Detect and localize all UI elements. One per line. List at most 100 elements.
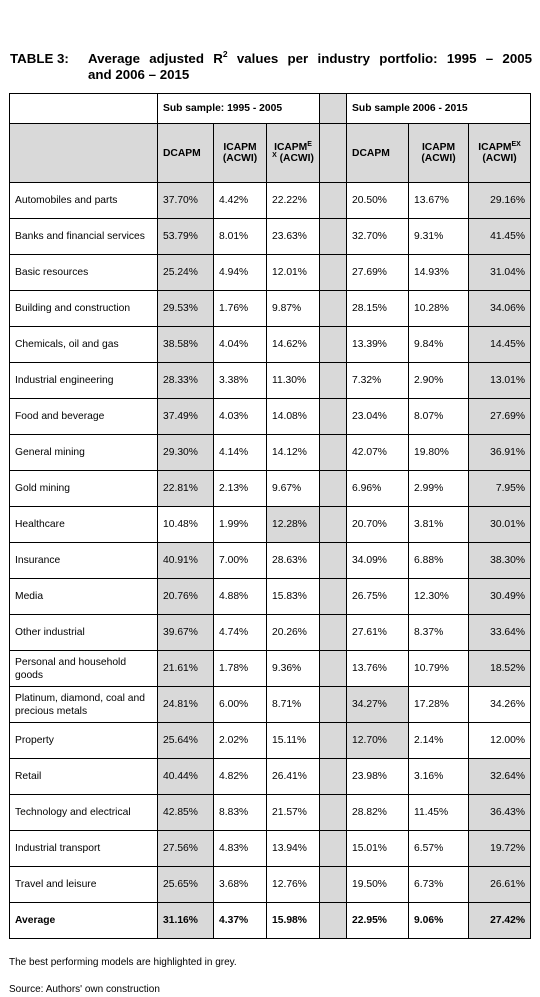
value-cell: 27.42% bbox=[468, 902, 532, 939]
value-cell: 26.75% bbox=[346, 578, 410, 615]
industry-name: Property bbox=[9, 722, 158, 759]
value-cell: 25.64% bbox=[157, 722, 214, 759]
title-line-1: Average adjusted R2 values per industry … bbox=[88, 48, 533, 66]
value-cell: 31.16% bbox=[157, 902, 214, 939]
value-cell: 20.26% bbox=[265, 614, 321, 651]
results-table: Sub sample: 1995 - 2005 Sub sample 2006 … bbox=[9, 93, 532, 939]
gap-column bbox=[319, 470, 348, 507]
source-note: Source: Authors' own construction bbox=[9, 984, 160, 995]
value-cell: 37.49% bbox=[157, 398, 214, 435]
value-cell: 30.49% bbox=[468, 578, 532, 615]
group-header-1995-2005: Sub sample: 1995 - 2005 bbox=[156, 93, 321, 124]
value-cell: 28.63% bbox=[265, 542, 321, 579]
value-cell: 14.08% bbox=[265, 398, 321, 435]
gap-column bbox=[319, 650, 348, 687]
value-cell: 4.88% bbox=[213, 578, 267, 615]
value-cell: 25.65% bbox=[157, 866, 214, 903]
value-cell: 19.72% bbox=[468, 830, 532, 867]
value-cell: 28.15% bbox=[346, 290, 410, 327]
value-cell: 13.76% bbox=[346, 650, 410, 687]
value-cell: 12.28% bbox=[265, 506, 321, 543]
value-cell: 7.00% bbox=[213, 542, 267, 579]
value-cell: 2.14% bbox=[408, 722, 470, 759]
value-cell: 53.79% bbox=[157, 218, 214, 255]
value-cell: 12.30% bbox=[408, 578, 470, 615]
col2-header-icapm: ICAPM (ACWI) bbox=[408, 123, 470, 183]
table-row: General mining 29.30% 4.14% 14.12% 42.07% 19.… bbox=[9, 434, 532, 471]
value-cell: 31.04% bbox=[468, 254, 532, 291]
gap-column bbox=[319, 830, 348, 867]
value-cell: 42.85% bbox=[157, 794, 214, 831]
value-cell: 37.70% bbox=[157, 182, 214, 219]
value-cell: 33.64% bbox=[468, 614, 532, 651]
value-cell: 21.61% bbox=[157, 650, 214, 687]
value-cell: 40.91% bbox=[157, 542, 214, 579]
col-header-icapm: ICAPM (ACWI) bbox=[213, 123, 267, 183]
col-header-icapmex: ICAPME X (ACWI) bbox=[265, 123, 321, 183]
value-cell: 38.30% bbox=[468, 542, 532, 579]
value-cell: 12.76% bbox=[265, 866, 321, 903]
value-cell: 20.50% bbox=[346, 182, 410, 219]
gap-column bbox=[319, 93, 348, 124]
gap-column bbox=[319, 866, 348, 903]
value-cell: 9.84% bbox=[408, 326, 470, 363]
value-cell: 7.32% bbox=[346, 362, 410, 399]
gap-column bbox=[319, 398, 348, 435]
value-cell: 21.57% bbox=[265, 794, 321, 831]
table-row: Media 20.76% 4.88% 15.83% 26.75% 12.30% 30.49% bbox=[9, 578, 532, 615]
industry-name: Media bbox=[9, 578, 158, 615]
industry-name: Average bbox=[9, 902, 158, 939]
table-row: Basic resources 25.24% 4.94% 12.01% 27.69% 14… bbox=[9, 254, 532, 291]
industry-name: Platinum, diamond, coal and precious met… bbox=[9, 686, 158, 723]
gap-column bbox=[319, 578, 348, 615]
gap-column bbox=[319, 290, 348, 327]
value-cell: 10.79% bbox=[408, 650, 470, 687]
group-header-2006-2015: Sub sample 2006 - 2015 bbox=[346, 93, 532, 124]
industry-name: Personal and household goods bbox=[9, 650, 158, 687]
table-row: Gold mining 22.81% 2.13% 9.67% 6.96% 2.99% 7.9… bbox=[9, 470, 532, 507]
table-row: Platinum, diamond, coal and precious met… bbox=[9, 686, 532, 723]
table-row: Property 25.64% 2.02% 15.11% 12.70% 2.14% 12.0… bbox=[9, 722, 532, 759]
value-cell: 6.73% bbox=[408, 866, 470, 903]
value-cell: 2.02% bbox=[213, 722, 267, 759]
title-line-2: and 2006 – 2015 bbox=[88, 67, 190, 82]
industry-name: Travel and leisure bbox=[9, 866, 158, 903]
industry-name: Gold mining bbox=[9, 470, 158, 507]
gap-column bbox=[319, 902, 348, 939]
value-cell: 34.26% bbox=[468, 686, 532, 723]
value-cell: 4.42% bbox=[213, 182, 267, 219]
empty-header-cell bbox=[9, 93, 158, 124]
value-cell: 20.70% bbox=[346, 506, 410, 543]
industry-name: Other industrial bbox=[9, 614, 158, 651]
value-cell: 8.83% bbox=[213, 794, 267, 831]
value-cell: 6.96% bbox=[346, 470, 410, 507]
gap-column bbox=[319, 506, 348, 543]
value-cell: 13.67% bbox=[408, 182, 470, 219]
industry-name: General mining bbox=[9, 434, 158, 471]
value-cell: 12.70% bbox=[346, 722, 410, 759]
value-cell: 18.52% bbox=[468, 650, 532, 687]
value-cell: 23.04% bbox=[346, 398, 410, 435]
industry-name: Healthcare bbox=[9, 506, 158, 543]
table-row: Insurance 40.91% 7.00% 28.63% 34.09% 6.88% 38.… bbox=[9, 542, 532, 579]
value-cell: 42.07% bbox=[346, 434, 410, 471]
value-cell: 36.43% bbox=[468, 794, 532, 831]
gap-column bbox=[319, 123, 348, 183]
industry-header-cell bbox=[9, 123, 158, 183]
value-cell: 4.83% bbox=[213, 830, 267, 867]
value-cell: 8.07% bbox=[408, 398, 470, 435]
industry-name: Chemicals, oil and gas bbox=[9, 326, 158, 363]
value-cell: 3.81% bbox=[408, 506, 470, 543]
value-cell: 15.01% bbox=[346, 830, 410, 867]
value-cell: 4.37% bbox=[213, 902, 267, 939]
table-row: Personal and household goods 21.61% 1.78% 9… bbox=[9, 650, 532, 687]
value-cell: 39.67% bbox=[157, 614, 214, 651]
footnote: The best performing models are highlight… bbox=[9, 957, 237, 968]
average-row: Average 31.16% 4.37% 15.98% 22.95% 9.06%… bbox=[9, 902, 532, 939]
value-cell: 4.94% bbox=[213, 254, 267, 291]
value-cell: 28.82% bbox=[346, 794, 410, 831]
value-cell: 36.91% bbox=[468, 434, 532, 471]
industry-name: Retail bbox=[9, 758, 158, 795]
value-cell: 28.33% bbox=[157, 362, 214, 399]
value-cell: 2.99% bbox=[408, 470, 470, 507]
